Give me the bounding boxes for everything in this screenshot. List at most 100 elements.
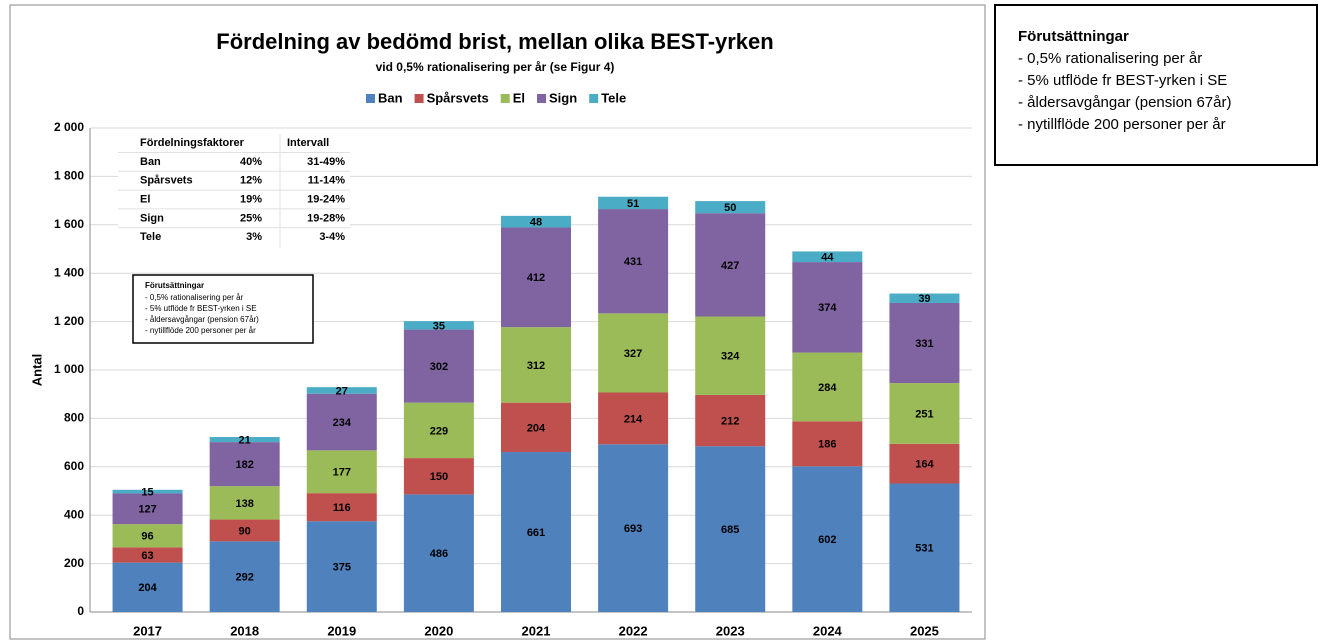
data-label: 324 [721, 351, 740, 363]
bar-segment [792, 421, 863, 467]
bar-segment [889, 443, 960, 484]
table-cell: El [140, 194, 150, 206]
chart-subtitle: vid 0,5% rationalisering per år (se Figu… [376, 60, 615, 74]
data-label: 292 [235, 572, 253, 584]
legend-swatch [414, 94, 424, 103]
table-cell: Spårsvets [140, 175, 193, 187]
data-label: 327 [624, 348, 642, 360]
bar-segment [306, 450, 377, 494]
inset: Fördelningsfaktorer Intervall Förutsättn… [118, 134, 350, 344]
inset-box-item: - åldersavgångar (pension 67år) [145, 315, 259, 324]
inset-box [132, 274, 314, 344]
bar-segment [112, 489, 183, 494]
bar-segment [501, 402, 571, 453]
data-label: 51 [627, 198, 639, 210]
data-label: 39 [918, 293, 930, 305]
y-axis-label: Antal [29, 354, 44, 387]
data-label: 44 [821, 252, 834, 264]
bar-segment [792, 251, 863, 263]
x-tick-label: 2017 [133, 623, 162, 638]
y-tick-label: 200 [64, 556, 84, 570]
bar-segment [306, 521, 377, 612]
bar-segment [112, 547, 183, 563]
table-cell: 19-24% [307, 194, 345, 206]
side-box-item: - nytillflöde 200 personer per år [1018, 116, 1226, 133]
legend-label: Ban [378, 90, 403, 105]
y-tick-label: 0 [77, 604, 84, 618]
chart-title: Fördelning av bedömd brist, mellan olika… [216, 29, 773, 54]
bar-segment [598, 209, 669, 314]
plot: 0 200 400 600 800 1 000 1 200 1 400 1 600 1 800 2 … [54, 90, 972, 638]
data-label: 229 [430, 425, 448, 437]
data-label: 251 [915, 408, 933, 420]
bar-segment [209, 437, 280, 443]
inset-box-item: - nytillflöde 200 personer per år [145, 326, 256, 335]
data-label: 164 [915, 459, 934, 471]
y-tick-label: 2 000 [54, 120, 84, 134]
y-tick-label: 800 [64, 411, 84, 425]
y-tick-label: 1 600 [54, 217, 84, 231]
bar-segment [209, 541, 280, 612]
bar-segment [403, 402, 474, 459]
y-tick-label: 1 000 [54, 362, 84, 376]
side-box-title: Förutsättningar [1018, 28, 1129, 45]
y-tick-label: 400 [64, 507, 84, 521]
data-label: 374 [818, 302, 837, 314]
table-cell: 12% [240, 175, 262, 187]
bar-segment [889, 383, 960, 444]
data-label: 486 [430, 548, 448, 560]
bar-segment [501, 327, 571, 403]
bar-segment [792, 262, 863, 353]
data-label: 375 [333, 562, 351, 574]
data-label: 693 [624, 523, 642, 535]
bar-segment [598, 392, 669, 445]
data-label: 431 [624, 256, 642, 268]
y-tick-label: 1 400 [54, 265, 84, 279]
bar-segment [209, 519, 280, 542]
data-label: 531 [915, 543, 933, 555]
legend-swatch [589, 94, 599, 103]
inset-box-item: - 0,5% rationalisering per år [145, 293, 244, 302]
side-box-item: - 0,5% rationalisering per år [1018, 50, 1202, 67]
table-cell: 31-49% [307, 156, 345, 168]
x-tick-label: 2024 [813, 623, 843, 638]
bar-segment [598, 313, 669, 393]
data-label: 127 [138, 504, 156, 516]
data-label: 312 [527, 360, 545, 372]
bar-segment [403, 329, 474, 403]
data-label: 50 [724, 202, 736, 214]
data-label: 63 [141, 550, 153, 562]
legend-label: Tele [601, 90, 626, 105]
bar-segment [695, 316, 766, 395]
data-label: 331 [915, 338, 933, 350]
legend-label: Sign [549, 90, 577, 105]
bar-segment [112, 562, 183, 612]
table-header: Fördelningsfaktorer [140, 137, 245, 149]
x-tick-label: 2020 [424, 623, 453, 638]
bar-segment [209, 442, 280, 487]
y-tick-label: 1 800 [54, 169, 84, 183]
data-label: 204 [138, 582, 157, 594]
data-label: 204 [527, 422, 546, 434]
table-cell: 19% [240, 194, 262, 206]
bar-segment [695, 446, 766, 612]
table-cell: 40% [240, 156, 262, 168]
data-label: 90 [239, 525, 251, 537]
data-label: 412 [527, 272, 545, 284]
data-label: 138 [235, 498, 253, 510]
data-label: 186 [818, 439, 836, 451]
bar-segment [598, 196, 669, 210]
table-cell: Sign [140, 212, 164, 224]
bar-segment [112, 493, 183, 525]
side-box-item: - 5% utflöde fr BEST-yrken i SE [1018, 72, 1227, 89]
table-cell: Ban [140, 156, 161, 168]
y-tick-label: 1 200 [54, 314, 84, 328]
bar-segment [792, 352, 863, 422]
legend-swatch [366, 94, 375, 103]
data-label: 234 [333, 417, 352, 429]
data-label: 15 [141, 487, 153, 499]
data-label: 661 [527, 527, 545, 539]
inset-box-title: Förutsättningar [145, 281, 204, 290]
data-label: 116 [333, 502, 351, 514]
table-cell: 3-4% [319, 231, 345, 243]
